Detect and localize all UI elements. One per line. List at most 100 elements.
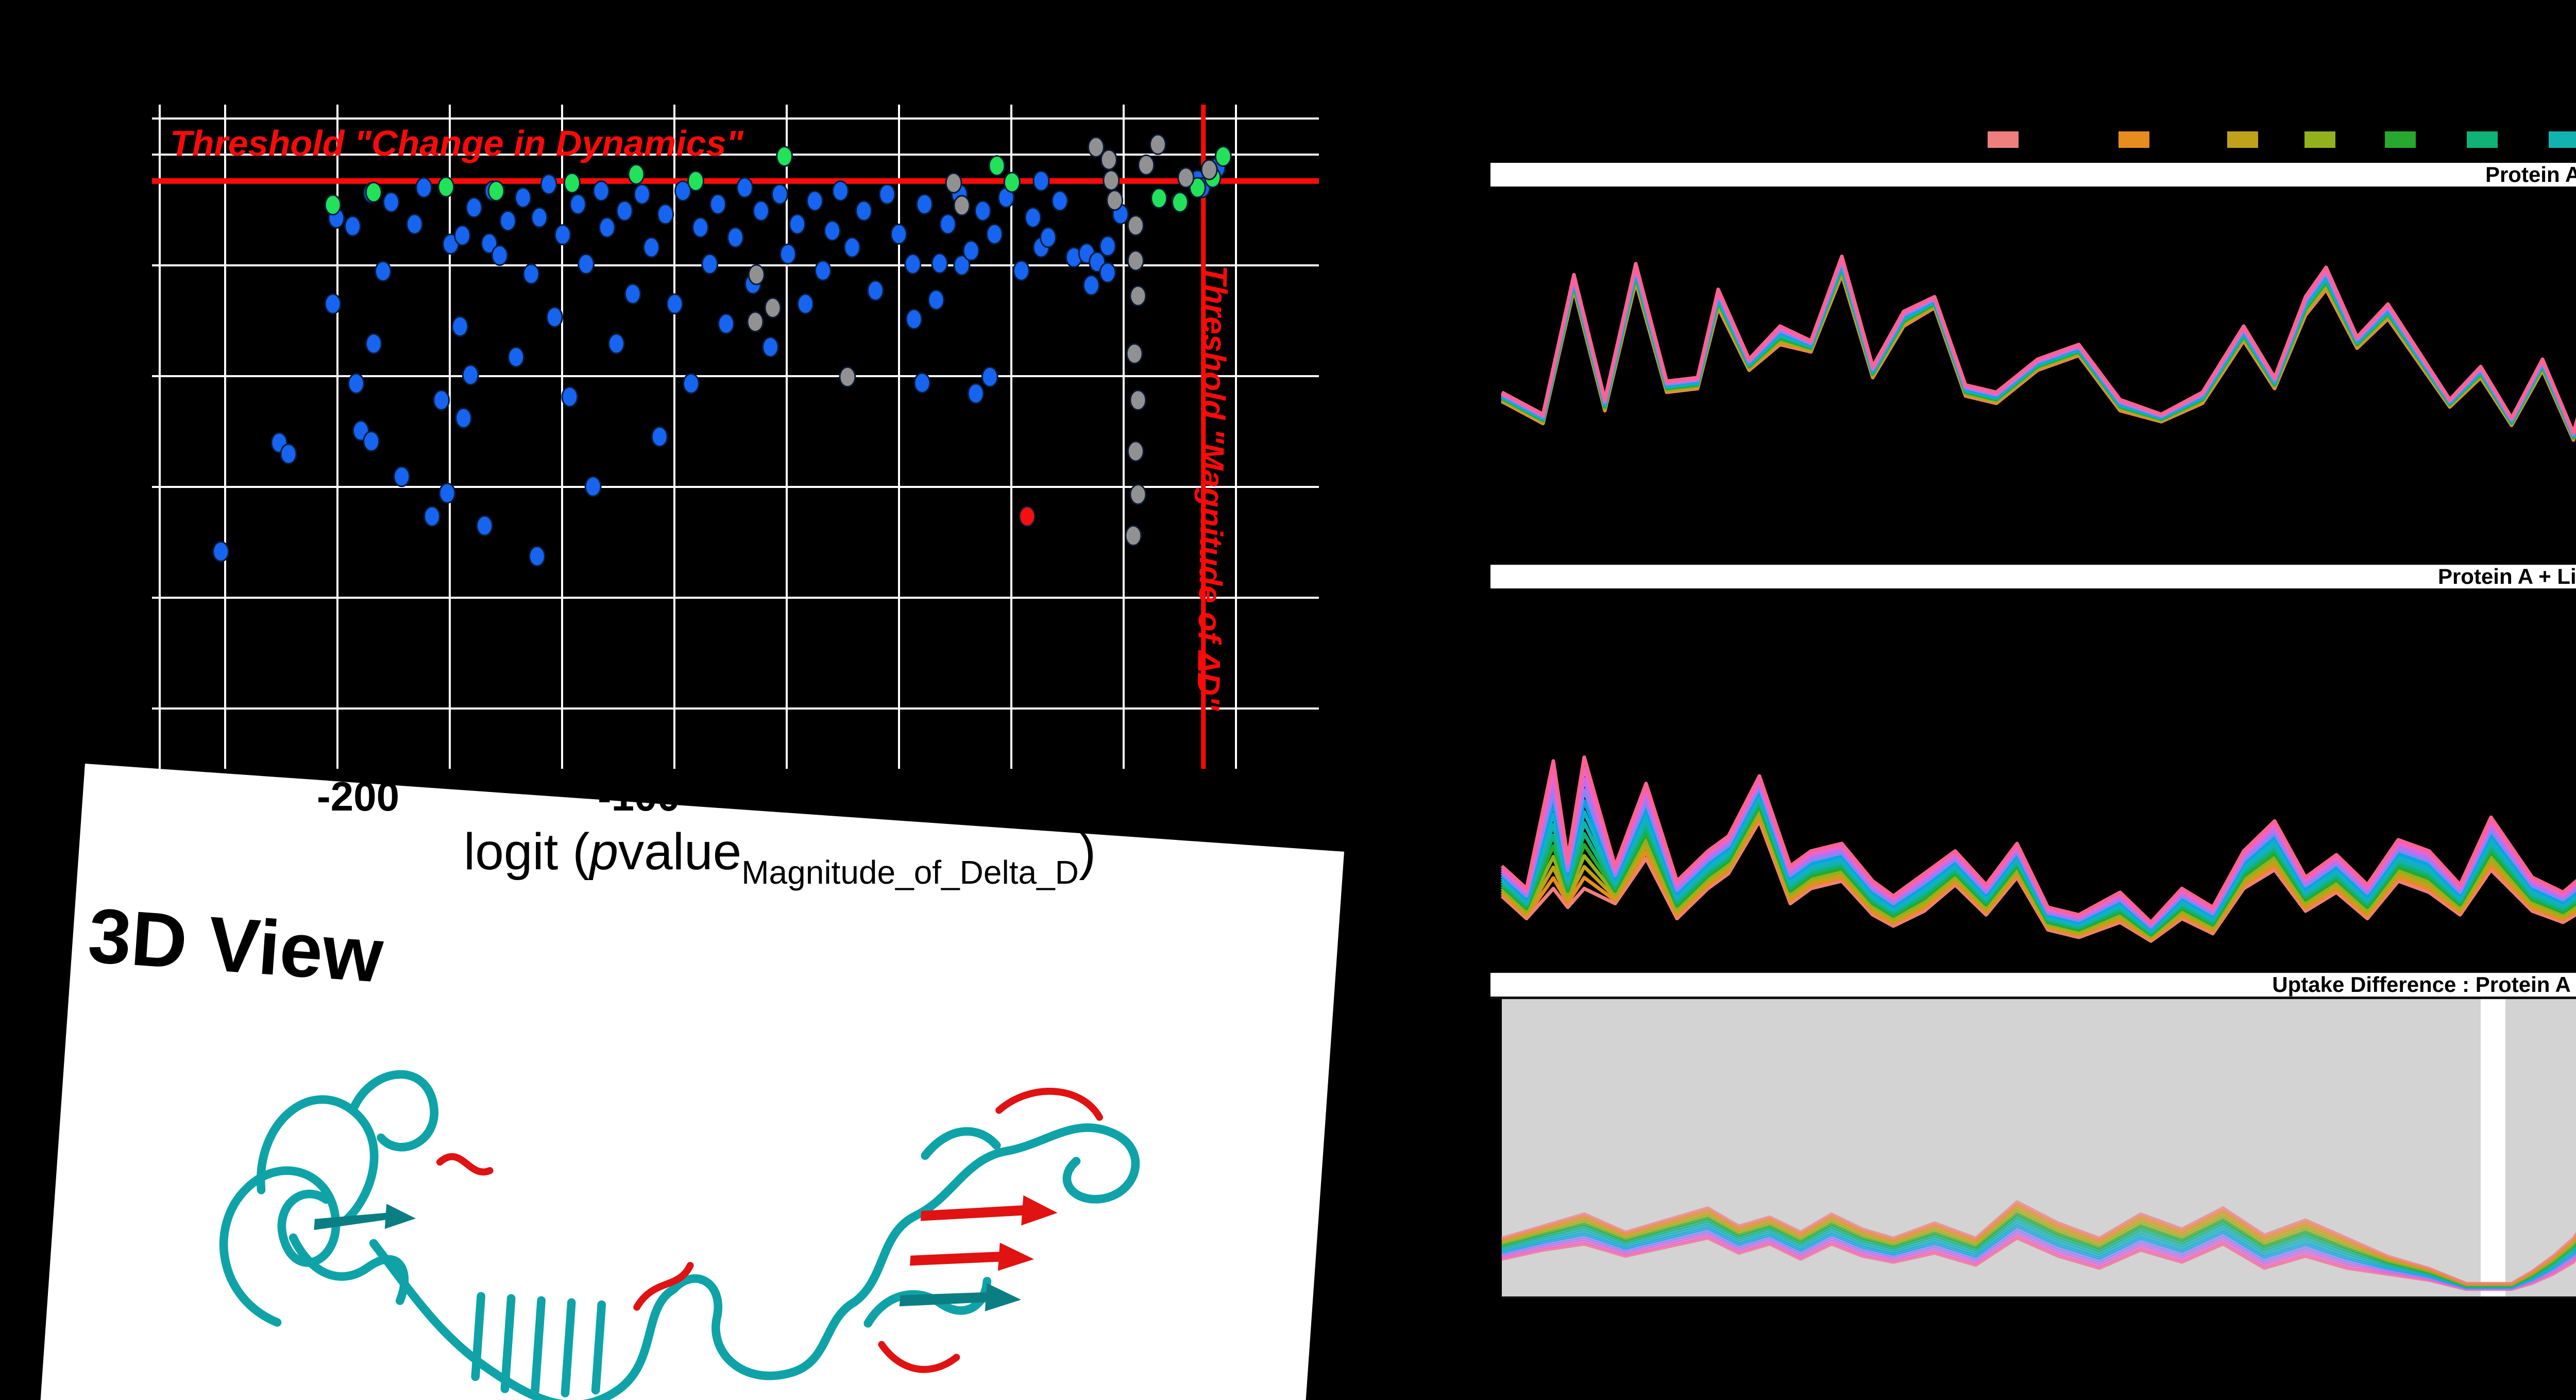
data-point[interactable] xyxy=(382,191,400,213)
data-point[interactable] xyxy=(878,183,896,205)
data-point[interactable] xyxy=(438,482,456,504)
data-point[interactable] xyxy=(904,253,922,275)
data-point[interactable] xyxy=(701,253,719,275)
legend-swatch-4[interactable] xyxy=(2304,131,2335,148)
data-point[interactable] xyxy=(1032,170,1050,192)
data-point[interactable] xyxy=(981,366,998,387)
data-point[interactable] xyxy=(1012,260,1030,281)
data-point[interactable] xyxy=(687,170,704,192)
data-point[interactable] xyxy=(476,515,494,536)
legend-swatch-2[interactable] xyxy=(2119,131,2149,148)
data-point[interactable] xyxy=(1150,188,1168,209)
data-point[interactable] xyxy=(607,333,625,355)
data-point[interactable] xyxy=(814,260,832,281)
data-point[interactable] xyxy=(1127,441,1144,462)
data-point[interactable] xyxy=(657,204,674,225)
data-point[interactable] xyxy=(717,313,735,334)
data-point[interactable] xyxy=(365,333,382,355)
data-point[interactable] xyxy=(491,245,509,266)
data-point[interactable] xyxy=(986,223,1003,245)
legend-swatch-3[interactable] xyxy=(2227,131,2258,148)
data-point[interactable] xyxy=(1099,262,1116,283)
data-point[interactable] xyxy=(1129,390,1147,411)
legend-swatch-7[interactable] xyxy=(2549,131,2576,148)
data-point[interactable] xyxy=(465,197,483,218)
data-point[interactable] xyxy=(1171,191,1189,213)
data-point[interactable] xyxy=(1103,170,1120,191)
data-point[interactable] xyxy=(651,426,668,447)
data-point[interactable] xyxy=(365,181,382,203)
data-point[interactable] xyxy=(953,255,971,276)
data-point[interactable] xyxy=(761,336,779,358)
data-point[interactable] xyxy=(666,293,684,315)
data-point[interactable] xyxy=(487,180,505,202)
data-point[interactable] xyxy=(624,283,641,305)
data-point[interactable] xyxy=(569,193,587,215)
data-point[interactable] xyxy=(776,146,793,167)
data-point[interactable] xyxy=(867,280,884,301)
3d-viewer-card[interactable]: 3D View xyxy=(37,764,1345,1400)
data-point[interactable] xyxy=(771,183,789,205)
data-point[interactable] xyxy=(839,366,856,387)
data-point[interactable] xyxy=(747,311,764,333)
data-point[interactable] xyxy=(598,216,616,238)
data-point[interactable] xyxy=(916,193,933,215)
data-point[interactable] xyxy=(967,383,985,404)
data-point[interactable] xyxy=(462,364,479,386)
data-point[interactable] xyxy=(540,174,557,195)
data-point[interactable] xyxy=(1177,167,1195,189)
data-point[interactable] xyxy=(406,213,423,235)
data-point[interactable] xyxy=(1214,146,1232,167)
data-point[interactable] xyxy=(628,163,645,185)
data-point[interactable] xyxy=(499,210,517,232)
data-point[interactable] xyxy=(531,207,548,228)
data-point[interactable] xyxy=(374,261,392,282)
data-point[interactable] xyxy=(642,237,660,258)
data-point[interactable] xyxy=(616,200,633,222)
data-point[interactable] xyxy=(423,505,441,527)
data-point[interactable] xyxy=(832,180,849,202)
data-point[interactable] xyxy=(674,180,692,202)
data-point[interactable] xyxy=(727,227,744,248)
data-point[interactable] xyxy=(324,194,342,216)
data-point[interactable] xyxy=(939,213,957,235)
data-point[interactable] xyxy=(324,293,342,315)
data-point[interactable] xyxy=(1082,275,1100,296)
data-point[interactable] xyxy=(823,220,841,242)
data-point[interactable] xyxy=(1129,484,1147,505)
data-point[interactable] xyxy=(546,306,563,328)
data-point[interactable] xyxy=(988,155,1006,177)
data-point[interactable] xyxy=(453,225,471,246)
data-point[interactable] xyxy=(752,200,770,222)
protein-structure[interactable] xyxy=(105,989,1267,1400)
data-point[interactable] xyxy=(1149,133,1166,155)
data-point[interactable] xyxy=(927,289,945,311)
data-point[interactable] xyxy=(437,176,455,198)
data-point[interactable] xyxy=(748,264,765,285)
data-point[interactable] xyxy=(1100,149,1117,171)
data-point[interactable] xyxy=(692,216,709,238)
data-point[interactable] xyxy=(363,431,380,452)
data-point[interactable] xyxy=(931,252,948,274)
data-point[interactable] xyxy=(843,237,861,258)
data-point[interactable] xyxy=(1127,215,1144,237)
data-point[interactable] xyxy=(280,443,297,465)
data-point[interactable] xyxy=(736,177,754,198)
data-point[interactable] xyxy=(1125,525,1142,547)
data-point[interactable] xyxy=(953,195,971,216)
legend-swatch-6[interactable] xyxy=(2467,131,2498,148)
data-point[interactable] xyxy=(789,213,806,235)
legend-swatch-5[interactable] xyxy=(2385,131,2416,148)
data-point[interactable] xyxy=(578,253,595,275)
data-point[interactable] xyxy=(554,224,571,246)
data-point[interactable] xyxy=(1024,207,1042,228)
data-point[interactable] xyxy=(451,316,469,338)
data-point[interactable] xyxy=(455,407,472,429)
data-point[interactable] xyxy=(709,193,727,215)
data-point[interactable] xyxy=(561,386,579,408)
data-point[interactable] xyxy=(890,223,908,245)
data-point[interactable] xyxy=(1051,190,1069,212)
data-point[interactable] xyxy=(905,308,923,330)
data-point[interactable] xyxy=(1138,154,1155,176)
data-point[interactable] xyxy=(1099,235,1116,257)
